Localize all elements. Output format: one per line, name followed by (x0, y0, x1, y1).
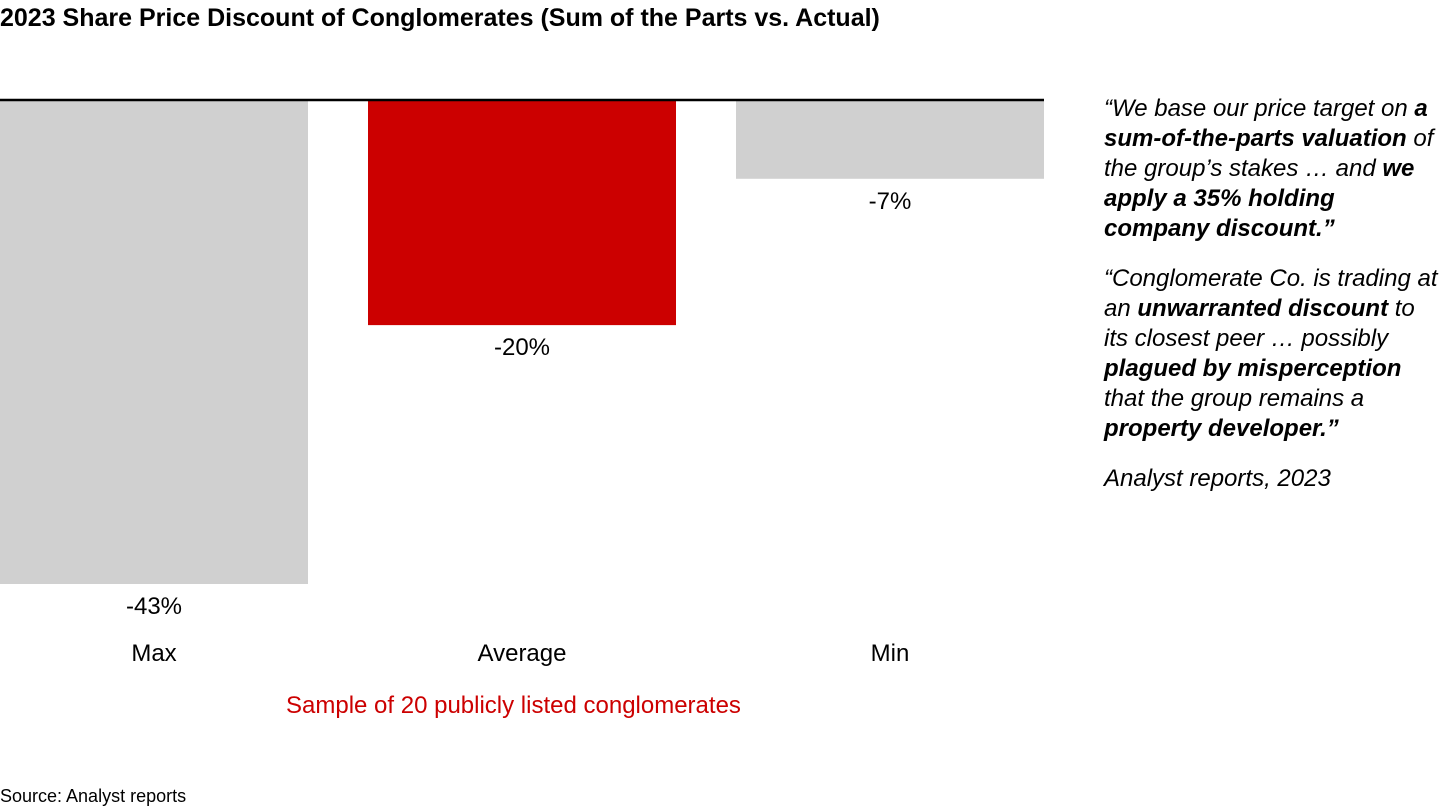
quote-emphasis: unwarranted discount (1137, 295, 1389, 322)
quote-emphasis: property developer.” (1104, 415, 1339, 442)
category-label-average: Average (478, 640, 567, 667)
chart-title: 2023 Share Price Discount of Conglomerat… (0, 4, 880, 32)
quote-emphasis: a sum-of-the-parts valuation (1104, 95, 1428, 152)
quote-2: “Conglomerate Co. is trading at an unwar… (1104, 264, 1440, 444)
bar-chart: -43% Max -20% Average -7% Min (0, 98, 1044, 667)
quote-emphasis: plagued by misperception (1104, 355, 1402, 382)
labels-layer: -43% Max -20% Average -7% Min (126, 188, 911, 667)
quote-attribution: Analyst reports, 2023 (1104, 465, 1331, 492)
quote-text: of the group’s stakes … and (1104, 125, 1434, 182)
quote-text: “We base our price target on (1104, 95, 1415, 122)
quote-1: “We base our price target on a sum-of-th… (1104, 94, 1440, 244)
quote-text: that the group remains a (1104, 385, 1365, 412)
bar-max (0, 100, 308, 584)
quote-text: “Conglomerate Co. is trading at an (1104, 265, 1438, 322)
category-label-min: Min (871, 640, 910, 667)
quote-panel: “We base our price target on a sum-of-th… (1104, 94, 1440, 514)
bar-average (368, 100, 676, 326)
value-label-average: -20% (494, 334, 550, 361)
quote-text: to its closest peer … possibly (1104, 295, 1415, 352)
bars-layer (0, 100, 1044, 584)
sample-annotation: Sample of 20 publicly listed conglomerat… (286, 692, 741, 719)
value-label-max: -43% (126, 593, 182, 620)
category-label-max: Max (131, 640, 176, 667)
value-label-min: -7% (869, 188, 912, 215)
source-note: Source: Analyst reports (0, 786, 187, 806)
bar-min (736, 100, 1044, 179)
quote-emphasis: we apply a 35% holding company discount.… (1104, 155, 1415, 242)
